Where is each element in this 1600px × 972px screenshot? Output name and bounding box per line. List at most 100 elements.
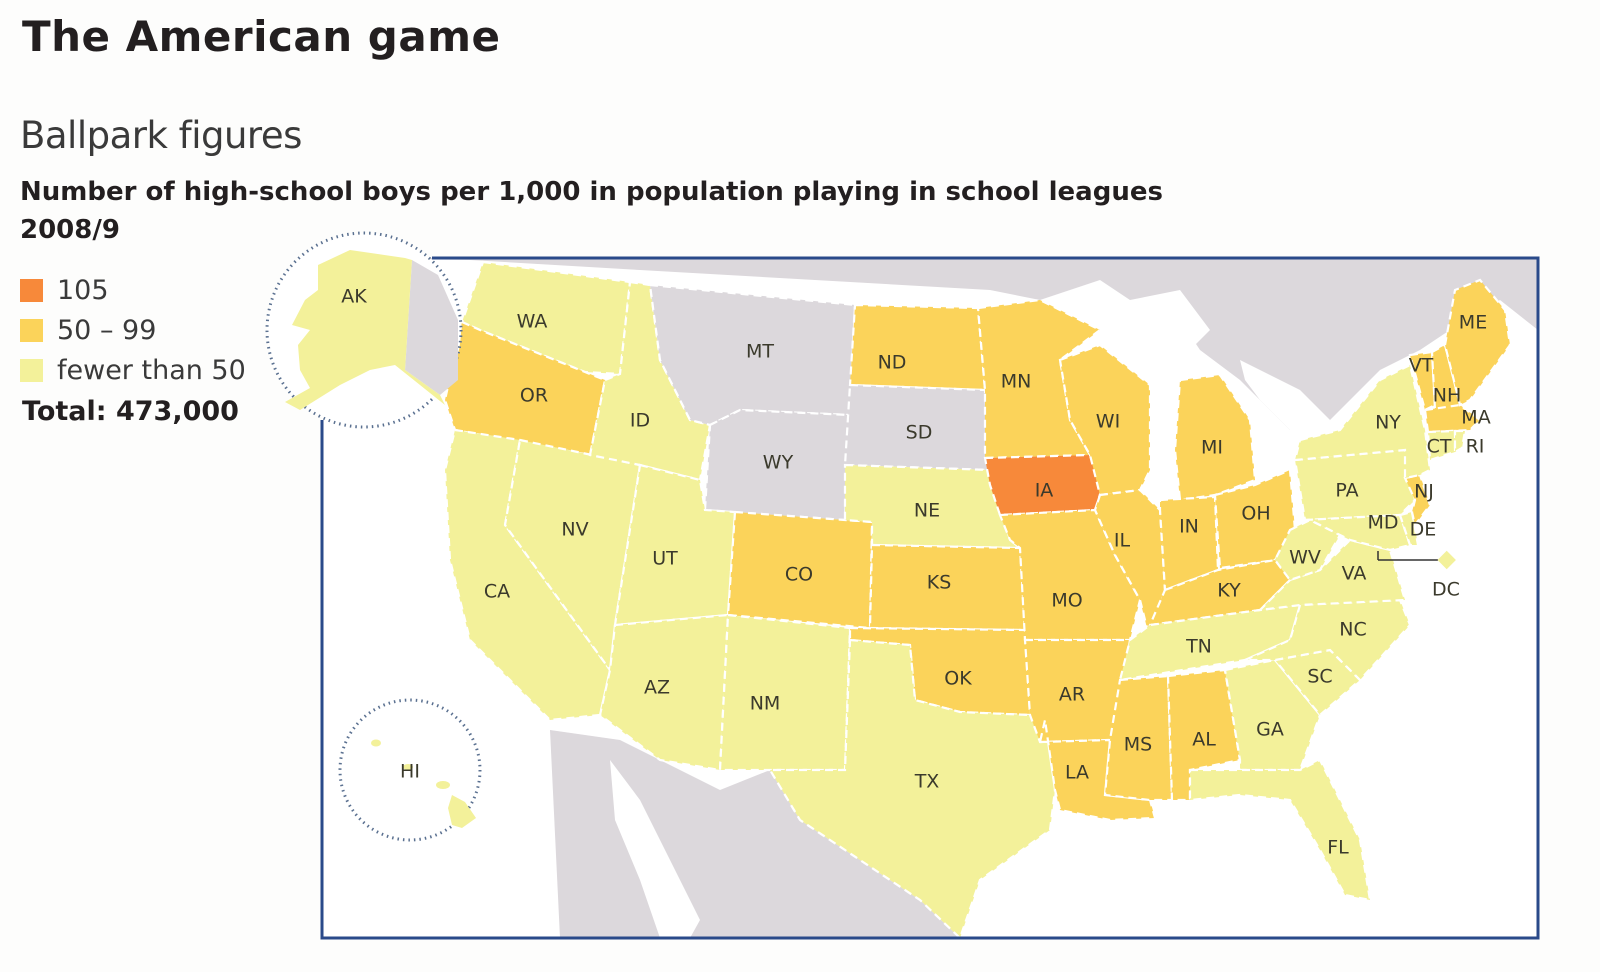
legend-swatch-low (20, 358, 43, 382)
legend-label: 105 (57, 274, 109, 306)
state-tx[interactable] (768, 638, 1057, 940)
alaska-inset: AK (265, 231, 463, 429)
state-label-ri: RI (1466, 436, 1485, 458)
state-label-nc: NC (1339, 619, 1366, 641)
state-label-pa: PA (1335, 480, 1358, 502)
legend-item-low: fewer than 50 (20, 350, 246, 390)
legend-item-mid: 50 – 99 (20, 310, 246, 350)
state-labels: WA OR CA NV ID MT WY UT AZ CO NM ND SD NE KS OK TX MN IA MO… (484, 311, 1491, 859)
state-va[interactable] (1256, 538, 1407, 612)
state-wv[interactable] (1273, 518, 1342, 582)
page-title: The American game (22, 12, 501, 61)
description-text: Number of high-school boys per 1,000 in … (20, 177, 1163, 207)
legend-swatch-mid (20, 318, 43, 342)
state-label-nh: NH (1433, 385, 1462, 407)
state-label-me: ME (1459, 312, 1487, 334)
state-label-az: AZ (644, 677, 670, 699)
legend-label: 50 – 99 (57, 314, 157, 346)
state-label-mn: MN (1001, 371, 1032, 393)
state-label-ga: GA (1256, 719, 1284, 741)
state-label-ny: NY (1375, 412, 1401, 434)
state-co[interactable] (726, 510, 874, 630)
state-me[interactable] (1443, 278, 1512, 407)
map-frame (320, 256, 1540, 940)
state-label-ma: MA (1461, 407, 1490, 429)
state-tn[interactable] (1118, 603, 1302, 682)
chart-description: Number of high-school boys per 1,000 in … (20, 173, 1270, 249)
state-label-in: IN (1179, 516, 1199, 538)
state-nd[interactable] (848, 303, 987, 392)
state-label-sc: SC (1307, 666, 1332, 688)
state-ri[interactable] (1453, 429, 1467, 454)
state-label-mo: MO (1051, 590, 1082, 612)
state-label-ok: OK (944, 668, 972, 690)
state-label-mt: MT (746, 341, 774, 363)
state-label-nm: NM (750, 693, 781, 715)
state-label-ct: CT (1427, 436, 1452, 458)
state-label-ca: CA (484, 581, 510, 603)
state-ak[interactable] (285, 250, 445, 410)
dc-label: DC (1432, 579, 1460, 601)
total-figure: Total: 473,000 (22, 396, 239, 427)
baja-water (610, 760, 700, 938)
hawaii-island-big (448, 795, 476, 828)
state-label-fl: FL (1327, 837, 1349, 859)
state-label-ky: KY (1217, 580, 1241, 602)
state-label-ms: MS (1124, 734, 1152, 756)
state-ny[interactable] (1293, 363, 1432, 480)
state-label-mi: MI (1201, 437, 1223, 459)
state-label-tn: TN (1185, 636, 1212, 658)
state-nh[interactable] (1430, 343, 1462, 412)
legend: 105 50 – 99 fewer than 50 (20, 270, 246, 390)
state-label-sd: SD (906, 422, 933, 444)
state-label-ne: NE (914, 500, 940, 522)
state-mi[interactable] (1173, 373, 1257, 502)
state-label-al: AL (1192, 729, 1216, 751)
chart-subtitle: Ballpark figures (20, 114, 302, 157)
state-label-nj: NJ (1414, 481, 1434, 503)
state-ma[interactable] (1423, 403, 1482, 434)
state-dc[interactable] (1437, 550, 1456, 570)
state-md[interactable] (1304, 513, 1412, 552)
state-ct[interactable] (1426, 429, 1457, 462)
state-label-wa: WA (517, 311, 548, 333)
state-de[interactable] (1398, 510, 1420, 547)
state-label-wy: WY (763, 452, 794, 474)
state-label-il: IL (1114, 530, 1131, 552)
legend-item-high: 105 (20, 270, 246, 310)
state-label-wi: WI (1096, 411, 1120, 433)
state-label-vt: VT (1409, 355, 1434, 377)
state-label-nd: ND (878, 352, 907, 374)
state-label-la: LA (1065, 762, 1089, 784)
state-label-ks: KS (927, 572, 952, 594)
state-label-ut: UT (652, 548, 678, 570)
legend-label: fewer than 50 (57, 354, 246, 386)
state-label-md: MD (1367, 512, 1398, 534)
state-nm[interactable] (718, 613, 852, 772)
state-label-or: OR (520, 385, 548, 407)
state-label-ia: IA (1035, 480, 1054, 502)
state-nv[interactable] (503, 438, 642, 673)
state-ks[interactable] (868, 543, 1027, 632)
canada-land (322, 258, 1538, 440)
state-fl[interactable] (1188, 758, 1372, 902)
state-label-va: VA (1342, 563, 1367, 585)
states-layer (443, 260, 1512, 940)
state-label-id: ID (630, 410, 650, 432)
state-ms[interactable] (1103, 674, 1174, 802)
state-vt[interactable] (1408, 350, 1437, 412)
period-text: 2008/9 (20, 215, 120, 245)
state-label-ar: AR (1059, 684, 1085, 706)
state-label-wv: WV (1289, 547, 1321, 569)
state-nc[interactable] (1244, 598, 1412, 682)
hawaii-inset: HI (338, 698, 482, 842)
legend-swatch-high (20, 278, 43, 302)
state-or[interactable] (443, 320, 607, 457)
hawaii-island-oahu (403, 764, 413, 770)
state-az[interactable] (598, 613, 730, 772)
state-label-tx: TX (914, 771, 940, 793)
alaska-label: AK (341, 286, 367, 308)
state-label-oh: OH (1241, 503, 1270, 525)
hawaii-label: HI (400, 761, 420, 783)
